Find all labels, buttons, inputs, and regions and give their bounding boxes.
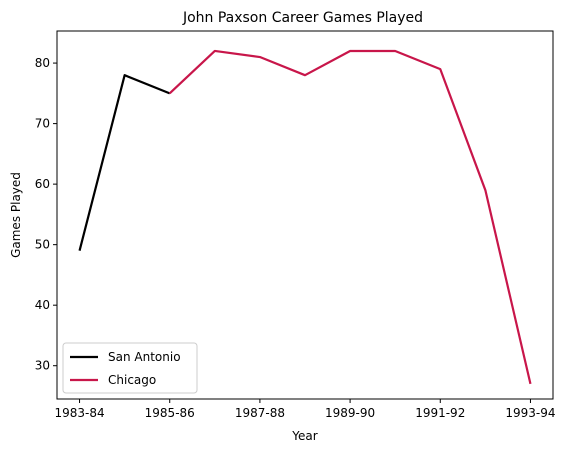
y-axis-label: Games Played [9, 172, 23, 258]
legend: San Antonio Chicago [62, 342, 198, 394]
x-tick-label: 1993-94 [505, 406, 555, 420]
series-line-chicago [168, 49, 532, 385]
legend-label-chicago: Chicago [108, 373, 156, 387]
chart-title: John Paxson Career Games Played [182, 10, 423, 26]
x-tick-label: 1989-90 [325, 406, 375, 420]
x-tick-label: 1983-84 [54, 406, 104, 420]
x-tick-label: 1991-92 [415, 406, 465, 420]
x-tick-label: 1985-86 [145, 406, 195, 420]
x-axis-label: Year [291, 429, 317, 443]
x-axis-ticks: 1983-84 1985-86 1987-88 1989-90 1991-92 1993-… [54, 399, 556, 420]
series-line-san-antonio [78, 74, 171, 251]
legend-label-san-antonio: San Antonio [108, 350, 181, 364]
y-tick-label: 40 [35, 298, 50, 312]
y-tick-label: 80 [35, 56, 50, 70]
y-tick-label: 30 [35, 359, 50, 373]
x-tick-label: 1987-88 [235, 406, 285, 420]
y-tick-label: 50 [35, 238, 50, 252]
series-layer [78, 49, 532, 385]
plot-frame [56, 30, 554, 400]
y-tick-label: 60 [35, 177, 50, 191]
y-axis-ticks: 30 40 50 60 70 80 [35, 56, 57, 373]
y-tick-label: 70 [35, 117, 50, 131]
